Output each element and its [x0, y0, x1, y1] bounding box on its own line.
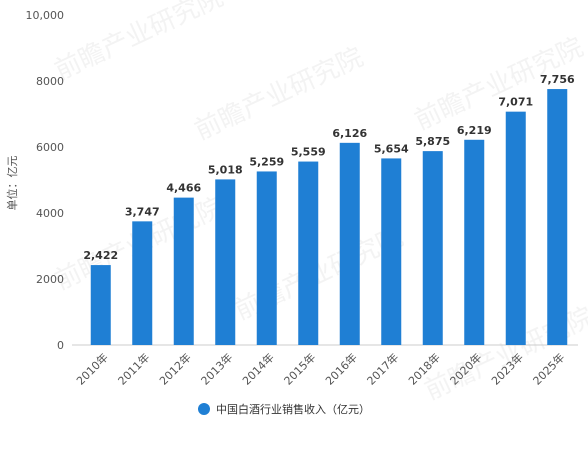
svg-text:前瞻产业研究院: 前瞻产业研究院: [50, 0, 228, 86]
bar: [547, 89, 568, 345]
y-tick-label: 6000: [36, 141, 64, 154]
data-label: 5,018: [208, 163, 243, 176]
data-label: 2,422: [83, 249, 118, 262]
bar: [173, 197, 194, 345]
bar: [90, 265, 111, 345]
bar: [422, 151, 443, 345]
x-tick-label: 2016年: [322, 350, 359, 387]
y-tick-label: 4000: [36, 207, 64, 220]
y-tick-label: 2000: [36, 273, 64, 286]
data-label: 7,071: [498, 96, 533, 109]
bar: [464, 139, 485, 345]
bar: [381, 158, 402, 345]
data-label: 6,219: [457, 124, 492, 137]
data-label: 5,654: [374, 142, 409, 155]
y-tick-label: 10,000: [26, 9, 65, 22]
bar: [256, 171, 277, 345]
x-tick-label: 2013年: [198, 350, 235, 387]
x-tick-label: 2011年: [115, 350, 152, 387]
bar: [505, 111, 526, 345]
x-tick-label: 2010年: [73, 350, 110, 387]
legend: 中国白酒行业销售收入（亿元）: [198, 402, 370, 416]
x-tick-label: 2015年: [281, 350, 318, 387]
bar: [339, 142, 360, 345]
data-label: 3,747: [125, 205, 160, 218]
x-tick-label: 2014年: [239, 350, 276, 387]
data-label: 5,559: [291, 146, 326, 159]
data-label: 5,259: [249, 155, 284, 168]
x-tick-label: 2012年: [156, 350, 193, 387]
bar-series: 2,422 3,747 4,466 5,018 5,259 5,559 6,126 5,654…: [83, 73, 575, 345]
y-axis-label: 单位：亿元: [5, 156, 19, 211]
data-label: 4,466: [166, 182, 201, 195]
x-tick-label: 2017年: [364, 350, 401, 387]
bar: [298, 161, 319, 345]
y-tick-label: 8000: [36, 75, 64, 88]
legend-label: 中国白酒行业销售收入（亿元）: [216, 402, 370, 416]
y-tick-label: 0: [57, 339, 64, 352]
y-axis-ticks: 0 2000 4000 6000 8000 10,000: [26, 9, 65, 352]
data-label: 5,875: [415, 135, 450, 148]
data-label: 7,756: [540, 73, 575, 86]
legend-marker: [198, 403, 210, 415]
data-label: 6,126: [332, 127, 367, 140]
bar: [132, 221, 153, 345]
bar: [215, 179, 236, 345]
